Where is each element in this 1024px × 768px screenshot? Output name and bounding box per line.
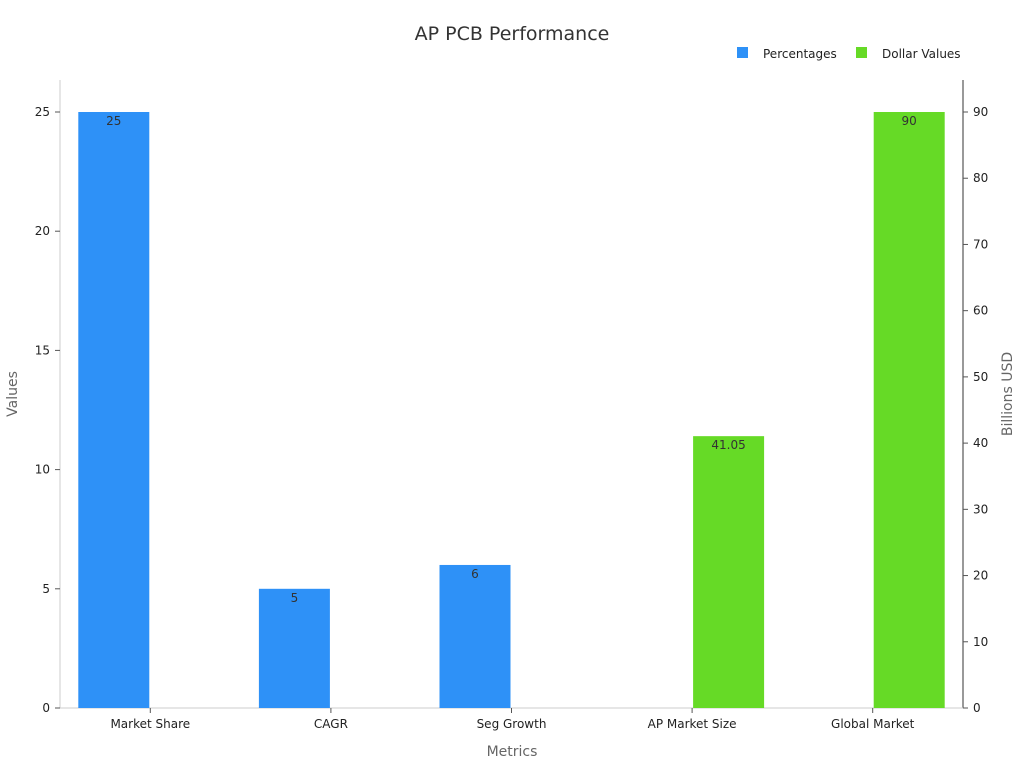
bar-value-label: 5	[291, 591, 299, 605]
y2-axis: 0 10 20 30 40 50 60 70 80 90	[963, 105, 988, 715]
bars: 25 5 6 41.05 90	[78, 112, 945, 708]
bar-percentages	[78, 112, 150, 708]
y2-tick-label: 50	[973, 370, 988, 384]
y2-tick-label: 90	[973, 105, 988, 119]
x-tick-label: AP Market Size	[648, 717, 737, 731]
bar-value-label: 6	[471, 567, 479, 581]
y2-tick-label: 10	[973, 635, 988, 649]
y-tick-label: 20	[35, 224, 50, 238]
y2-tick-label: 30	[973, 502, 988, 516]
x-tick-label: Global Market	[831, 717, 915, 731]
y-axis: 0 5 10 15 20 25	[35, 105, 60, 715]
legend-swatch-dollar-values	[856, 47, 867, 58]
bar-value-label: 25	[106, 114, 121, 128]
y2-tick-label: 80	[973, 171, 988, 185]
y2-tick-label: 70	[973, 237, 988, 251]
x-tick-label: Market Share	[110, 717, 190, 731]
y-tick-label: 25	[35, 105, 50, 119]
y2-tick-label: 40	[973, 436, 988, 450]
y-axis-title: Values	[5, 371, 21, 417]
y2-tick-label: 0	[973, 701, 981, 715]
legend-swatch-percentages	[737, 47, 748, 58]
x-tick-label: Seg Growth	[477, 717, 547, 731]
y2-axis-title: Billions USD	[1000, 352, 1016, 436]
legend-label-dollar-values: Dollar Values	[882, 47, 961, 61]
y-tick-label: 10	[35, 463, 50, 477]
bar-dollar-values	[873, 112, 945, 708]
bar-value-label: 90	[902, 114, 917, 128]
x-axis-title: Metrics	[487, 744, 538, 760]
x-axis: Market Share CAGR Seg Growth AP Market Size…	[110, 708, 915, 731]
legend: Percentages Dollar Values	[737, 47, 961, 61]
chart-title: AP PCB Performance	[415, 23, 610, 45]
y-tick-label: 0	[42, 701, 50, 715]
bar-percentages	[439, 564, 511, 708]
bar-dollar-values	[693, 436, 765, 708]
y2-tick-label: 60	[973, 304, 988, 318]
y-tick-label: 5	[42, 582, 50, 596]
bar-value-label: 41.05	[711, 438, 745, 452]
x-tick-label: CAGR	[314, 717, 348, 731]
bar-percentages	[258, 588, 330, 708]
legend-label-percentages: Percentages	[763, 47, 837, 61]
y2-tick-label: 20	[973, 569, 988, 583]
y-tick-label: 15	[35, 343, 50, 357]
